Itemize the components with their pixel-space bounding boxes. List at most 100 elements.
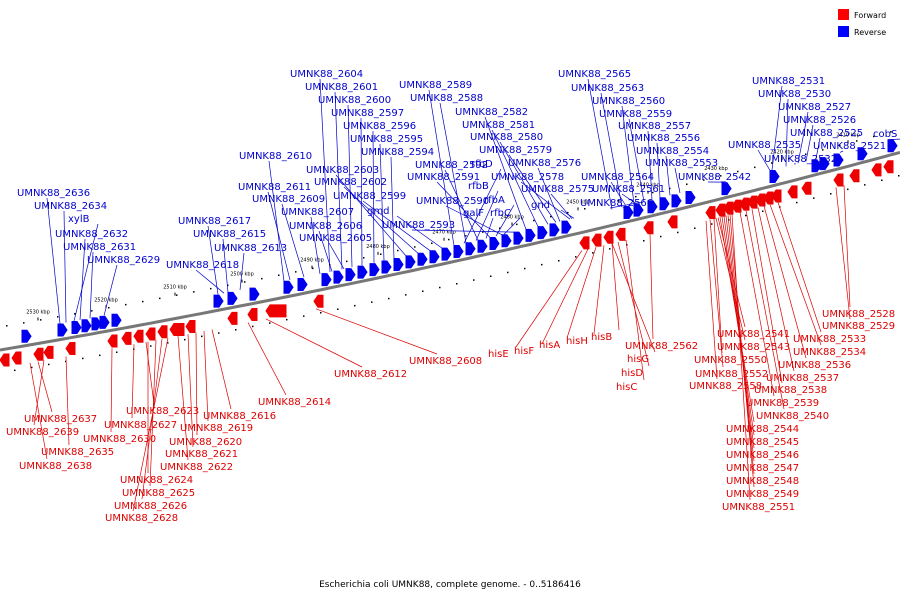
label-leader-reverse <box>79 238 86 321</box>
tick-label: 2530 kbp <box>26 310 50 316</box>
gene-label-reverse: UMNK88_2631 <box>63 242 136 253</box>
label-leader-forward <box>763 205 807 359</box>
guide-dot <box>669 187 671 190</box>
tick-label: 2460 kbp <box>500 215 524 221</box>
gene-label-forward: UMNK88_2623 <box>126 406 199 417</box>
gene-label-reverse: UMNK88_2575 <box>521 184 594 195</box>
label-leader-reverse <box>63 210 67 323</box>
gene-label-forward: UMNK88_2627 <box>104 420 177 431</box>
label-leader-reverse <box>674 167 681 194</box>
gene-label-reverse: UMNK88_2610 <box>239 151 312 162</box>
gene-arrow <box>157 325 168 339</box>
guide-dot <box>643 240 645 242</box>
gene-arrow <box>265 304 287 318</box>
gene-label-reverse: UMNK88_2611 <box>238 182 311 193</box>
label-leader-reverse <box>46 197 61 324</box>
gene-label-reverse: UMNK88_2565 <box>558 69 631 80</box>
guide-dot <box>898 175 900 177</box>
label-leader-forward <box>203 330 209 422</box>
guide-dot <box>193 291 195 293</box>
label-leader-forward <box>195 332 198 436</box>
gene-arrow <box>549 223 560 237</box>
guide-dot <box>805 153 807 155</box>
gene-label-reverse: UMNK88_2554 <box>636 146 709 157</box>
guide-dot <box>388 297 390 300</box>
guide-dot <box>601 204 603 206</box>
guide-dot <box>465 235 467 237</box>
guide-dot <box>40 319 42 321</box>
tick-label: 2410 kbp <box>836 132 860 138</box>
guide-dot <box>507 271 509 274</box>
gene-label-forward: UMNK88_2546 <box>726 450 799 461</box>
gene-arrow <box>405 255 416 269</box>
guide-dot <box>269 322 271 324</box>
guide-dot <box>82 357 84 360</box>
guide-dot <box>99 354 101 357</box>
gene-label-reverse: UMNK88_2566 <box>580 198 653 209</box>
gene-label-reverse: UMNK88_2634 <box>34 201 107 212</box>
gene-arrow <box>65 342 76 355</box>
guide-dot <box>65 360 67 363</box>
guide-dot <box>354 304 356 307</box>
label-leader-forward <box>211 329 232 410</box>
label-leader-reverse <box>396 215 443 249</box>
label-leader-reverse <box>268 160 285 282</box>
guide-dot <box>592 252 594 254</box>
gene-arrow <box>671 194 682 208</box>
gene-label-reverse: UMNK88_2521 <box>813 141 886 152</box>
gene-arrow <box>477 239 488 253</box>
label-leader-reverse <box>343 186 419 254</box>
gene-label-reverse: UMNK88_2530 <box>758 89 831 100</box>
label-leader-forward <box>315 308 438 355</box>
label-leader-reverse <box>445 205 503 236</box>
label-leader-reverse <box>485 217 494 239</box>
label-leader-reverse <box>73 223 99 322</box>
gene-arrow <box>71 321 82 334</box>
label-leader-reverse <box>785 98 789 167</box>
gene-label-forward: UMNK88_2538 <box>754 385 827 396</box>
tick-label: 2440 kbp <box>636 183 660 189</box>
tick-label: 2490 kbp <box>300 258 324 264</box>
guide-dot <box>312 267 314 270</box>
gene-arrow <box>647 200 658 214</box>
gene-label-reverse: UMNK88_2564 <box>581 172 654 183</box>
gene-arrow <box>185 320 196 333</box>
gene-label-forward: UMNK88_2547 <box>726 463 799 474</box>
gene-label-forward: UMNK88_2624 <box>120 475 193 486</box>
label-leader-reverse <box>239 252 245 291</box>
label-leader-reverse <box>647 130 653 200</box>
label-leader-forward <box>751 209 783 384</box>
guide-dot <box>422 290 424 292</box>
gene-arrow <box>11 351 22 365</box>
gene-arrow <box>561 220 572 234</box>
guide-dot <box>278 274 280 276</box>
gene-label-reverse: UMNK88_2590 <box>416 196 489 207</box>
gene-arrow <box>21 329 32 343</box>
legend-reverse-label: Reverse <box>854 28 886 37</box>
guide-dot <box>796 201 798 204</box>
guide-dot <box>218 332 220 334</box>
gene-label-forward: UMNK88_2558 <box>689 381 762 392</box>
label-leader-reverse <box>621 105 635 205</box>
gene-label-reverse: UMNK88_2605 <box>299 233 372 244</box>
gene-label-reverse: UMNK88_2527 <box>778 102 851 113</box>
gene-arrow <box>247 308 258 321</box>
label-leader-reverse <box>195 269 225 294</box>
label-leader-forward <box>132 337 169 512</box>
guide-dot <box>125 303 127 306</box>
guide-dot <box>227 284 229 287</box>
label-leader-reverse <box>463 168 502 244</box>
label-leader-forward <box>515 250 583 348</box>
legend-reverse-swatch <box>838 26 849 37</box>
gene-arrow <box>121 331 132 345</box>
gene-label-forward: UMNK88_2622 <box>160 462 233 473</box>
gene-label-reverse: UMNK88_2561 <box>592 184 665 195</box>
guide-dot <box>703 179 705 181</box>
guide-dot <box>516 223 518 226</box>
label-leader-forward <box>769 204 822 346</box>
gene-label-reverse: UMNK88_2582 <box>455 107 528 118</box>
gene-label-reverse: xylB <box>68 214 90 225</box>
gene-arrow <box>33 347 44 361</box>
gene-label-reverse: UMNK88_2542 <box>678 172 751 183</box>
guide-dot <box>31 366 33 369</box>
